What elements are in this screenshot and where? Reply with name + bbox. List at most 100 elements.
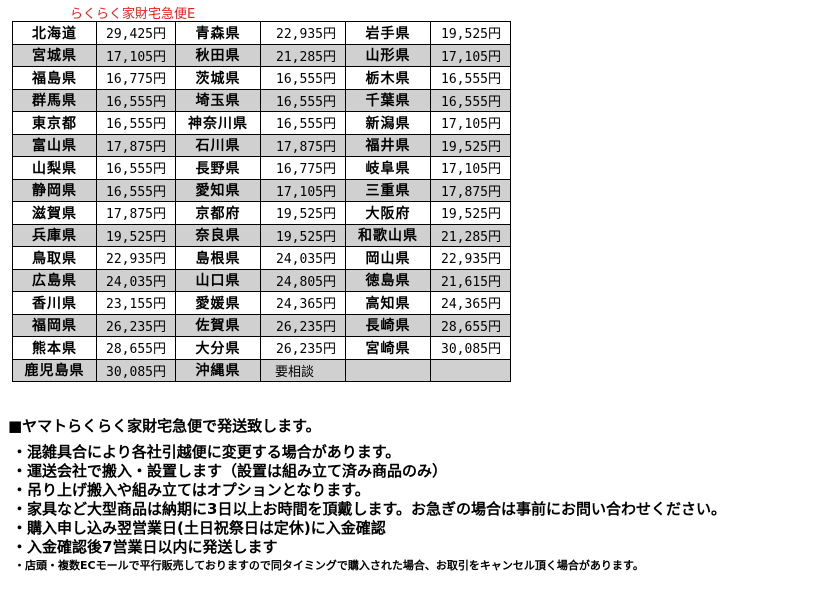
table-row: 東京都 16,555円 神奈川県 16,555円 新潟県 17,105円 bbox=[12, 111, 511, 135]
prefecture-cell bbox=[345, 358, 431, 382]
note-item: ・購入申し込み翌営業日(土日祝祭日は定休)に入金確認 bbox=[12, 519, 386, 537]
prefecture-cell: 島根県 bbox=[175, 246, 261, 270]
price-cell: 16,555円 bbox=[430, 88, 511, 112]
prefecture-cell: 鳥取県 bbox=[12, 246, 97, 270]
price-cell: 30,085円 bbox=[96, 358, 176, 382]
price-cell: 19,525円 bbox=[430, 201, 511, 225]
note-item: ・混雑具合により各社引越便に変更する場合があります。 bbox=[12, 443, 401, 461]
prefecture-cell: 新潟県 bbox=[345, 111, 431, 135]
prefecture-cell: 千葉県 bbox=[345, 88, 431, 112]
price-cell: 22,935円 bbox=[430, 246, 511, 270]
price-cell: 24,365円 bbox=[430, 291, 511, 315]
table-row: 山梨県 16,555円 長野県 16,775円 岐阜県 17,105円 bbox=[12, 156, 511, 180]
note-item: ・運送会社で搬入・設置します（設置は組み立て済み商品のみ） bbox=[12, 462, 448, 480]
prefecture-cell: 福井県 bbox=[345, 133, 431, 157]
prefecture-cell: 佐賀県 bbox=[175, 313, 261, 337]
note-item: ・家具など大型商品は納期に3日以上お時間を頂戴します。お急ぎの場合は事前にお問い… bbox=[12, 500, 726, 518]
prefecture-cell: 群馬県 bbox=[12, 88, 97, 112]
prefecture-cell: 三重県 bbox=[345, 178, 431, 202]
prefecture-cell: 青森県 bbox=[175, 21, 261, 45]
prefecture-cell: 石川県 bbox=[175, 133, 261, 157]
price-cell: 17,105円 bbox=[260, 178, 346, 202]
table-row: 福島県 16,775円 茨城県 16,555円 栃木県 16,555円 bbox=[12, 66, 511, 90]
price-cell: 16,555円 bbox=[430, 66, 511, 90]
prefecture-cell: 奈良県 bbox=[175, 223, 261, 247]
prefecture-cell: 山口県 bbox=[175, 268, 261, 292]
prefecture-cell: 愛知県 bbox=[175, 178, 261, 202]
note-item: ・入金確認後7営業日以内に発送します bbox=[12, 538, 278, 556]
prefecture-cell: 滋賀県 bbox=[12, 201, 97, 225]
prefecture-cell: 北海道 bbox=[12, 21, 97, 45]
prefecture-cell: 広島県 bbox=[12, 268, 97, 292]
price-cell: 22,935円 bbox=[96, 246, 176, 270]
price-cell: 16,775円 bbox=[260, 156, 346, 180]
prefecture-cell: 熊本県 bbox=[12, 336, 97, 360]
price-cell: 要相談 bbox=[260, 358, 346, 382]
prefecture-cell: 和歌山県 bbox=[345, 223, 431, 247]
shipping-notes-list: ・混雑具合により各社引越便に変更する場合があります。 ・運送会社で搬入・設置します… bbox=[12, 443, 726, 557]
prefecture-cell: 富山県 bbox=[12, 133, 97, 157]
prefecture-cell: 山梨県 bbox=[12, 156, 97, 180]
price-cell: 24,035円 bbox=[260, 246, 346, 270]
price-cell: 16,555円 bbox=[260, 88, 346, 112]
price-cell: 24,805円 bbox=[260, 268, 346, 292]
prefecture-cell: 大分県 bbox=[175, 336, 261, 360]
price-cell: 19,525円 bbox=[96, 223, 176, 247]
prefecture-cell: 秋田県 bbox=[175, 43, 261, 67]
table-row: 鹿児島県 30,085円 沖縄県 要相談 bbox=[12, 358, 511, 382]
prefecture-cell: 茨城県 bbox=[175, 66, 261, 90]
price-cell: 17,875円 bbox=[430, 178, 511, 202]
table-row: 広島県 24,035円 山口県 24,805円 徳島県 21,615円 bbox=[12, 268, 511, 292]
price-cell: 16,555円 bbox=[260, 66, 346, 90]
price-cell: 17,875円 bbox=[260, 133, 346, 157]
prefecture-cell: 福島県 bbox=[12, 66, 97, 90]
prefecture-cell: 沖縄県 bbox=[175, 358, 261, 382]
price-cell: 19,525円 bbox=[430, 133, 511, 157]
prefecture-cell: 宮崎県 bbox=[345, 336, 431, 360]
table-row: 静岡県 16,555円 愛知県 17,105円 三重県 17,875円 bbox=[12, 178, 511, 202]
table-row: 富山県 17,875円 石川県 17,875円 福井県 19,525円 bbox=[12, 133, 511, 157]
table-row: 兵庫県 19,525円 奈良県 19,525円 和歌山県 21,285円 bbox=[12, 223, 511, 247]
prefecture-cell: 鹿児島県 bbox=[12, 358, 97, 382]
price-cell: 17,105円 bbox=[430, 43, 511, 67]
shipping-rate-table: 北海道 29,425円 青森県 22,935円 岩手県 19,525円 宮城県 17,105円… bbox=[12, 21, 511, 382]
price-cell: 17,105円 bbox=[430, 156, 511, 180]
price-cell: 26,235円 bbox=[260, 336, 346, 360]
shipping-service-title: らくらく家財宅急便E bbox=[70, 7, 196, 22]
prefecture-cell: 兵庫県 bbox=[12, 223, 97, 247]
price-cell: 24,365円 bbox=[260, 291, 346, 315]
prefecture-cell: 栃木県 bbox=[345, 66, 431, 90]
price-cell: 23,155円 bbox=[96, 291, 176, 315]
table-row: 滋賀県 17,875円 京都府 19,525円 大阪府 19,525円 bbox=[12, 201, 511, 225]
prefecture-cell: 岡山県 bbox=[345, 246, 431, 270]
prefecture-cell: 大阪府 bbox=[345, 201, 431, 225]
prefecture-cell: 静岡県 bbox=[12, 178, 97, 202]
prefecture-cell: 東京都 bbox=[12, 111, 97, 135]
price-cell: 16,555円 bbox=[96, 156, 176, 180]
prefecture-cell: 長野県 bbox=[175, 156, 261, 180]
prefecture-cell: 徳島県 bbox=[345, 268, 431, 292]
price-cell: 19,525円 bbox=[260, 201, 346, 225]
price-cell: 17,105円 bbox=[430, 111, 511, 135]
price-cell: 19,525円 bbox=[430, 21, 511, 45]
price-cell: 19,525円 bbox=[260, 223, 346, 247]
shipping-heading: ■ヤマトらくらく家財宅急便で発送致します。 bbox=[8, 417, 321, 435]
prefecture-cell: 福岡県 bbox=[12, 313, 97, 337]
price-cell: 26,235円 bbox=[96, 313, 176, 337]
prefecture-cell: 岩手県 bbox=[345, 21, 431, 45]
price-cell: 24,035円 bbox=[96, 268, 176, 292]
prefecture-cell: 神奈川県 bbox=[175, 111, 261, 135]
table-row: 福岡県 26,235円 佐賀県 26,235円 長崎県 28,655円 bbox=[12, 313, 511, 337]
prefecture-cell: 宮城県 bbox=[12, 43, 97, 67]
price-cell: 16,555円 bbox=[260, 111, 346, 135]
price-cell: 28,655円 bbox=[96, 336, 176, 360]
note-item: ・吊り上げ搬入や組み立てはオプションとなります。 bbox=[12, 481, 370, 499]
prefecture-cell: 岐阜県 bbox=[345, 156, 431, 180]
table-row: 群馬県 16,555円 埼玉県 16,555円 千葉県 16,555円 bbox=[12, 88, 511, 112]
table-row: 北海道 29,425円 青森県 22,935円 岩手県 19,525円 bbox=[12, 21, 511, 45]
price-cell: 17,875円 bbox=[96, 201, 176, 225]
price-cell: 21,285円 bbox=[430, 223, 511, 247]
prefecture-cell: 高知県 bbox=[345, 291, 431, 315]
price-cell bbox=[430, 358, 511, 382]
table-row: 鳥取県 22,935円 島根県 24,035円 岡山県 22,935円 bbox=[12, 246, 511, 270]
